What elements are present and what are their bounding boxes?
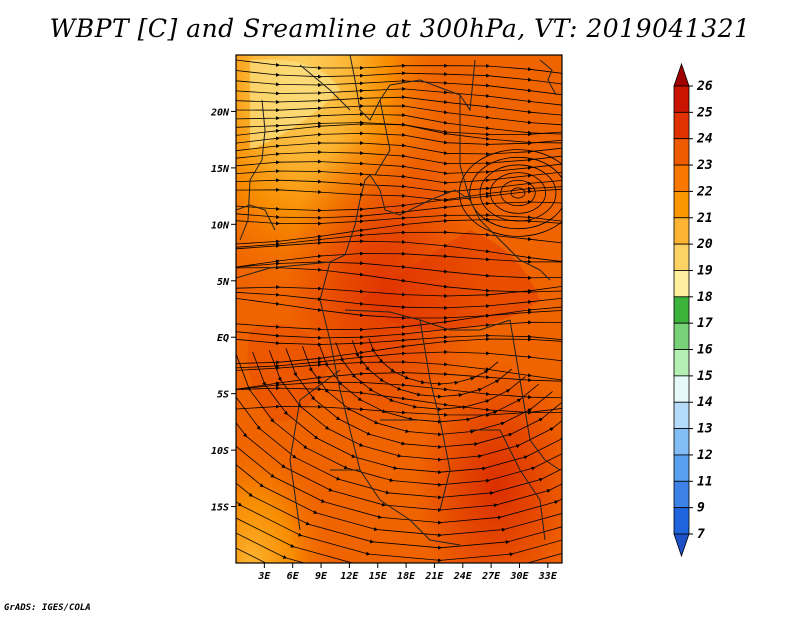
lon-tick-label: 18E: [397, 571, 416, 582]
lon-tick-label: 15E: [369, 571, 388, 582]
colorbar-label: 9: [697, 501, 705, 516]
colorbar-swatch: [673, 217, 690, 245]
colorbar-swatch: [673, 85, 690, 113]
colorbar-top-arrow: [673, 62, 690, 87]
lon-tick-label: 27E: [481, 571, 501, 582]
lon-tick-label: 9E: [315, 571, 328, 582]
border-line: [349, 429, 461, 546]
colorbar-label: 17: [697, 316, 713, 331]
colorbar-label: 13: [697, 422, 713, 437]
streamline: [236, 169, 562, 185]
border-line: [419, 319, 451, 511]
cyclone-ring: [489, 172, 546, 214]
colorbar-bottom-arrow: [673, 533, 690, 558]
streamline: [236, 59, 562, 74]
border-line: [539, 59, 557, 96]
credit-text: GrADS: IGES/COLA: [4, 603, 91, 613]
border-line: [239, 99, 266, 241]
lon-tick-label: 24E: [453, 571, 473, 582]
border-line: [289, 369, 341, 531]
latitude-axis: 20N 15N 10N 5N EQ 5S 10S 15S: [210, 107, 236, 514]
lon-tick-label: 3E: [257, 571, 271, 582]
colorbar-label: 18: [697, 290, 713, 305]
streamline: [236, 178, 562, 194]
border-line: [319, 261, 351, 431]
lat-tick-label: EQ: [217, 333, 229, 344]
cyclone-ring: [510, 187, 526, 199]
border-line: [470, 429, 546, 541]
colorbar: 26 25 24 23 22 21 20 19 18 17 16 15 14 13 12 11 9 7: [673, 62, 713, 558]
lat-tick-label: 10N: [211, 220, 230, 231]
colorbar-swatch: [673, 401, 690, 429]
streamlines: [236, 59, 562, 563]
lat-tick-label: 20N: [210, 107, 230, 118]
colorbar-swatch: [673, 349, 690, 377]
country-borders: [236, 55, 561, 546]
lat-tick-label: 15S: [211, 503, 229, 514]
border-line: [374, 99, 391, 176]
border-line: [344, 309, 511, 331]
cyclone-ring: [469, 156, 562, 230]
colorbar-label: 19: [697, 263, 713, 278]
colorbar-label: 11: [697, 474, 713, 489]
border-line: [236, 174, 551, 281]
colorbar-label: 21: [696, 211, 713, 226]
border-line: [330, 419, 420, 471]
colorbar-label: 12: [697, 448, 713, 463]
colorbar-swatch: [673, 428, 690, 456]
lon-tick-label: 6E: [287, 571, 300, 582]
colorbar-swatch: [673, 138, 690, 166]
colorbar-swatch: [673, 164, 690, 192]
map-field: [236, 55, 562, 563]
longitude-axis: 3E 6E 9E 12E 15E 18E 21E 24E 27E 30E 33E: [257, 563, 558, 582]
lat-tick-label: 5S: [217, 390, 229, 401]
border-line: [509, 319, 561, 471]
colorbar-swatch: [673, 191, 690, 219]
cyclone-ring: [500, 179, 536, 207]
colorbar-swatch: [673, 296, 690, 324]
colorbar-label: 23: [696, 158, 713, 173]
colorbar-label: 7: [697, 527, 705, 542]
colorbar-label: 20: [696, 237, 713, 252]
colorbar-label: 16: [697, 343, 713, 358]
border-line: [299, 64, 351, 111]
map-title: WBPT [C] and Sreamline at 300hPa, VT: 20…: [49, 14, 751, 43]
colorbar-swatch: [673, 375, 690, 403]
colorbar-label: 25: [696, 105, 713, 120]
colorbar-swatch: [673, 270, 690, 298]
colorbar-swatch: [673, 111, 690, 140]
lat-tick-label: 15N: [211, 164, 230, 175]
colorbar-label: 26: [696, 79, 713, 94]
lat-tick-label: 10S: [211, 446, 229, 457]
lon-tick-label: 33E: [538, 571, 558, 582]
colorbar-swatch: [673, 480, 690, 509]
border-line: [236, 204, 276, 231]
lon-tick-label: 30E: [509, 571, 529, 582]
border-line: [459, 95, 471, 201]
colorbar-swatch: [673, 322, 690, 350]
colorbar-swatch: [673, 507, 690, 535]
colorbar-swatch: [673, 454, 690, 482]
lon-tick-label: 21E: [424, 571, 444, 582]
streamline: [236, 70, 562, 85]
lon-tick-label: 12E: [340, 571, 359, 582]
cyclone-ring: [479, 164, 557, 222]
colorbar-label: 14: [697, 395, 713, 410]
colorbar-label: 22: [696, 184, 713, 199]
border-line: [349, 55, 476, 121]
colorbar-label: 24: [696, 132, 713, 147]
map-frame: [235, 54, 563, 564]
lat-tick-label: 5N: [217, 277, 230, 288]
colorbar-swatch: [673, 243, 690, 271]
colorbar-label: 15: [697, 369, 713, 384]
